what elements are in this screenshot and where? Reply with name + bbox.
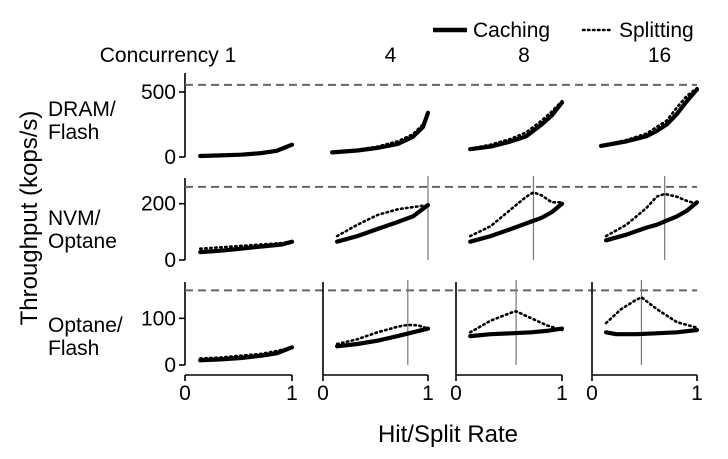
column-header-2: 8: [518, 44, 530, 67]
x-tick-label-one-col-3: 1: [691, 382, 703, 405]
series-caching-r2-c3: [603, 327, 700, 337]
x-tick-label-zero-col-2: 0: [450, 382, 462, 405]
row-label-1-line-1: Optane: [48, 230, 117, 253]
series-caching-r1-c1: [335, 203, 431, 244]
series-splitting-r2-c3: [604, 295, 699, 330]
series-caching-r2-c1: [335, 326, 431, 349]
x-tick-label-one-col-1: 1: [422, 382, 434, 405]
y-axis-title: Throughput (kops/s): [16, 111, 43, 326]
series-splitting-r1-c2: [468, 191, 564, 238]
series-caching-r1-c3: [603, 200, 700, 243]
series-splitting-r1-c3: [604, 192, 699, 238]
y-tick-label-row-1-0: 0: [164, 249, 176, 272]
series-caching-r0-c0: [198, 142, 295, 159]
row-label-2-line-0: Optane/: [48, 314, 123, 337]
x-tick-label-one-col-0: 1: [286, 382, 298, 405]
series-caching-r2-c2: [468, 326, 565, 339]
legend-splitting-label: Splitting: [619, 19, 694, 42]
series-caching-r1-c0: [198, 239, 295, 255]
series-splitting-r2-c1: [335, 323, 430, 346]
column-header-0: Concurrency 1: [100, 44, 237, 67]
x-tick-label-zero-col-1: 0: [317, 382, 329, 405]
series-caching-r0-c3: [598, 87, 700, 148]
y-tick-label-row-2-0: 0: [164, 354, 176, 377]
column-header-1: 4: [385, 44, 397, 67]
series-caching-r0-c1: [330, 110, 431, 155]
y-tick-label-row-0-1: 500: [141, 81, 176, 104]
row-label-0-line-1: Flash: [48, 121, 99, 144]
x-axis-title: Hit/Split Rate: [378, 421, 518, 448]
series-caching-r2-c0: [198, 345, 295, 363]
series-splitting-r1-c1: [335, 203, 430, 238]
row-label-2-line-1: Flash: [48, 337, 99, 360]
x-tick-label-zero-col-3: 0: [586, 382, 598, 405]
series-splitting-r2-c2: [468, 309, 564, 334]
x-tick-label-zero-col-0: 0: [179, 382, 191, 405]
x-tick-label-one-col-2: 1: [556, 382, 568, 405]
y-tick-label-row-2-1: 100: [141, 307, 176, 330]
y-tick-label-row-0-0: 0: [164, 146, 176, 169]
y-tick-label-row-1-1: 200: [141, 193, 176, 216]
series-caching-r0-c2: [468, 100, 565, 152]
column-header-3: 16: [648, 44, 671, 67]
series-splitting-r1-c0: [198, 240, 294, 250]
legend-caching-label: Caching: [473, 19, 550, 42]
row-label-1-line-0: NVM/: [48, 207, 101, 230]
row-label-0-line-0: DRAM/: [48, 98, 116, 121]
series-caching-r1-c2: [468, 201, 565, 244]
